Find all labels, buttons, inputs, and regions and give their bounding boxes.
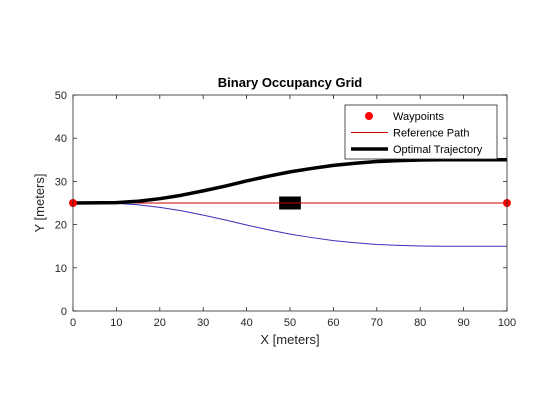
legend-swatch-waypoints [365,112,373,120]
x-tick-label: 30 [197,317,209,329]
y-tick-label: 30 [55,176,67,188]
x-tick-label: 70 [371,317,383,329]
x-tick-label: 10 [110,317,122,329]
chart-title: Binary Occupancy Grid [218,75,363,90]
x-tick-label: 100 [498,317,516,329]
x-tick-label: 50 [284,317,296,329]
y-tick-label: 20 [55,220,67,232]
x-tick-label: 80 [414,317,426,329]
y-axis-ticks: 0 10 20 30 40 50 [55,90,507,318]
y-tick-label: 50 [55,90,67,102]
legend-label-reference-path: Reference Path [393,128,469,140]
series-line [72,202,507,247]
legend-label-optimal-trajectory: Optimal Trajectory [393,144,483,156]
legend-label-waypoints: Waypoints [393,111,444,123]
x-tick-label: 0 [70,317,76,329]
legend-items: Waypoints Reference Path Optimal Trajector… [351,111,483,156]
x-tick-label: 60 [327,317,339,329]
legend: Waypoints Reference Path Optimal Trajector… [344,104,498,160]
optimal-trajectory-line [72,158,507,205]
y-tick-label: 0 [61,306,67,318]
x-tick-label: 20 [154,317,166,329]
x-axis-ticks: 0 10 20 30 40 50 60 70 80 90 100 [70,95,516,329]
x-tick-label: 90 [457,317,469,329]
x-tick-label: 40 [240,317,252,329]
y-tick-label: 40 [55,133,67,145]
y-tick-label: 10 [55,263,67,275]
x-axis-label: X [meters] [260,332,319,347]
y-axis-label: Y [meters] [32,173,47,232]
